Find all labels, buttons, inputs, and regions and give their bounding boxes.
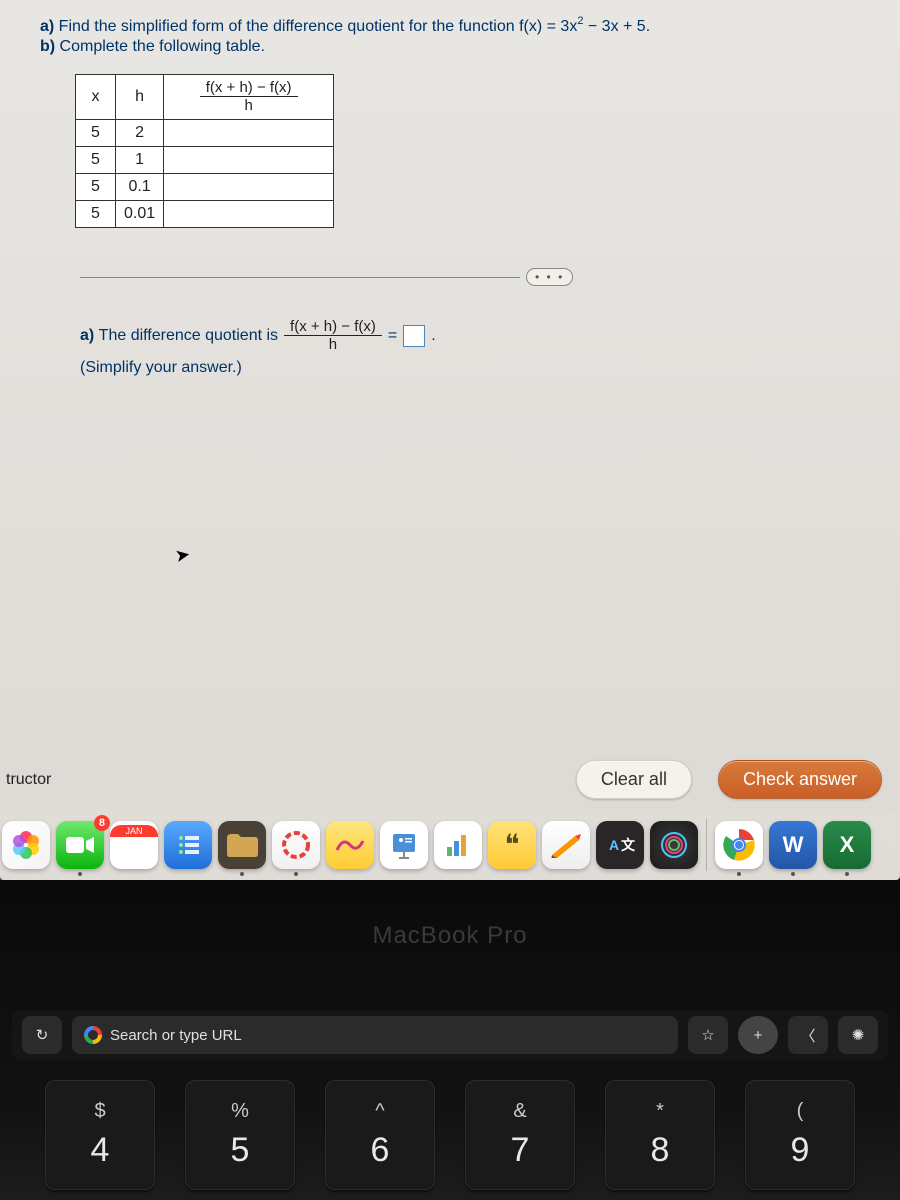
col-quotient-header: f(x + h) − f(x) h	[164, 75, 334, 120]
clear-all-button[interactable]: Clear all	[576, 760, 692, 799]
data-table: x h f(x + h) − f(x) h 52 51 50.1 50.01	[75, 74, 334, 228]
keyboard-row: $4 %5 ^6 &7 *8 (9	[0, 1080, 900, 1200]
brightness-button[interactable]: ✺	[838, 1016, 878, 1054]
key-7[interactable]: &7	[465, 1080, 575, 1190]
pages-app-icon[interactable]: ❝	[488, 821, 536, 869]
divider-line	[80, 277, 520, 278]
col-x-header: x	[76, 75, 116, 120]
svg-text:文: 文	[621, 837, 635, 853]
table-row: 52	[76, 120, 334, 147]
back-button[interactable]: 〈	[788, 1016, 828, 1054]
calendar-app-icon[interactable]: JAN 30	[110, 821, 158, 869]
photos-app-icon[interactable]	[2, 821, 50, 869]
notes-app-icon[interactable]	[542, 821, 590, 869]
facetime-app-icon[interactable]: 8	[56, 821, 104, 869]
canvas-app-icon[interactable]	[272, 821, 320, 869]
table-row: 50.1	[76, 174, 334, 201]
word-app-icon[interactable]: W	[769, 821, 817, 869]
check-answer-button[interactable]: Check answer	[718, 760, 882, 799]
laptop-model-label: MacBook Pro	[0, 922, 900, 950]
simplify-hint: (Simplify your answer.)	[80, 359, 890, 377]
url-search-field[interactable]: Search or type URL	[72, 1016, 678, 1054]
key-4[interactable]: $4	[45, 1080, 155, 1190]
key-8[interactable]: *8	[605, 1080, 715, 1190]
refresh-button[interactable]: ↻	[22, 1016, 62, 1054]
facetime-badge: 8	[94, 815, 110, 831]
svg-text:A: A	[609, 837, 619, 853]
freeform-app-icon[interactable]	[326, 821, 374, 869]
macos-dock: 8 JAN 30 ❝ A文	[0, 810, 900, 880]
translate-app-icon[interactable]: A文	[596, 821, 644, 869]
col-h-header: h	[116, 75, 164, 120]
dock-divider	[706, 819, 707, 871]
touch-bar: ↻ Search or type URL ☆ + 〈 ✺	[12, 1010, 888, 1060]
problem-statement: a) Find the simplified form of the diffe…	[0, 0, 900, 387]
excel-app-icon[interactable]: X	[823, 821, 871, 869]
table-row: 50.01	[76, 201, 334, 228]
siri-app-icon[interactable]	[650, 821, 698, 869]
cursor-icon: ➤	[173, 544, 192, 567]
quotient-fraction: f(x + h) − f(x) h	[284, 318, 382, 353]
chrome-app-icon[interactable]	[715, 821, 763, 869]
table-row: 51	[76, 147, 334, 174]
key-6[interactable]: ^6	[325, 1080, 435, 1190]
key-5[interactable]: %5	[185, 1080, 295, 1190]
numbers-app-icon[interactable]	[434, 821, 482, 869]
expand-button[interactable]: • • •	[526, 268, 573, 286]
mail-app-icon[interactable]	[164, 821, 212, 869]
keynote-app-icon[interactable]	[380, 821, 428, 869]
instructor-label: tructor	[6, 771, 51, 789]
google-icon	[84, 1026, 102, 1044]
new-tab-button[interactable]: +	[738, 1016, 778, 1054]
key-9[interactable]: (9	[745, 1080, 855, 1190]
part-b-label: b)	[40, 38, 60, 55]
answer-input[interactable]	[403, 325, 425, 347]
favorite-button[interactable]: ☆	[688, 1016, 728, 1054]
part-a-label: a)	[40, 18, 59, 35]
folder-app-icon[interactable]	[218, 821, 266, 869]
